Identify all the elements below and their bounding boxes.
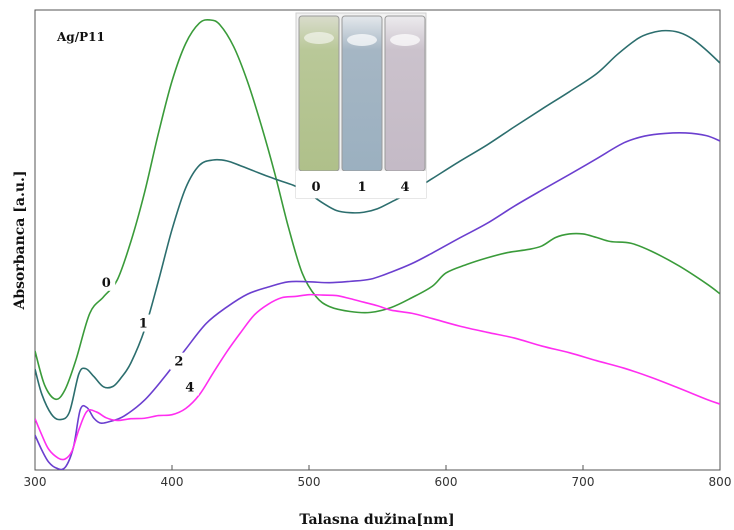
cuvette-meniscus-0 <box>304 32 334 44</box>
inset-label-4: 4 <box>400 180 409 195</box>
inset-label-1: 1 <box>357 180 366 195</box>
x-tick-label: 400 <box>161 475 184 489</box>
series-label-0: 0 <box>102 276 111 291</box>
series-label-knockout <box>180 378 199 396</box>
plot-frame <box>34 9 721 471</box>
x-tick-label: 300 <box>24 475 47 489</box>
cuvette-photo-inset: 0 1 4 <box>295 12 427 199</box>
series-line-4 <box>35 293 720 461</box>
inset-label-band <box>296 171 426 198</box>
y-axis-title: Absorbanca [a.u.] <box>12 170 28 310</box>
series-layer <box>35 19 720 470</box>
x-axis-ticks: 300 400 500 600 700 800 <box>24 465 732 489</box>
series-line-0 <box>35 19 720 401</box>
series-label-knockout <box>134 314 153 332</box>
inset-label-0: 0 <box>311 180 320 195</box>
series-label-knockout <box>97 273 116 291</box>
series-label-1: 1 <box>139 317 148 332</box>
series-label-layer: 0 1 24 <box>97 273 199 396</box>
cuvette-meniscus-1 <box>347 34 377 46</box>
x-tick-label: 800 <box>709 475 732 489</box>
series-line-1 <box>35 29 720 421</box>
x-tick-label: 700 <box>572 475 595 489</box>
series-label-knockout <box>169 352 188 370</box>
series-line-2 <box>35 132 720 470</box>
x-tick-label: 500 <box>298 475 321 489</box>
series-label-2: 2 <box>174 355 183 370</box>
cuvette-meniscus-4 <box>390 34 420 46</box>
series-label-4: 4 <box>185 380 194 395</box>
sample-annotation: Ag/P11 <box>56 30 105 44</box>
x-tick-label: 600 <box>435 475 458 489</box>
x-axis-title: Talasna dužina[nm] <box>299 512 454 528</box>
